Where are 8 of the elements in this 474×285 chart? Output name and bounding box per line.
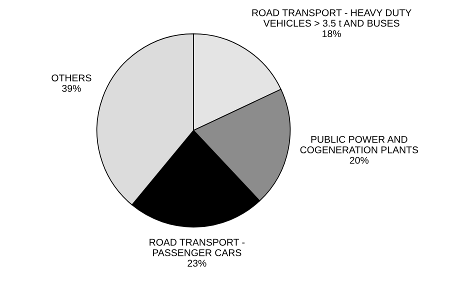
slice-label: ROAD TRANSPORT - PASSENGER CARS	[150, 238, 245, 256]
data-label: 18%	[322, 30, 341, 38]
slice-label: OTHERS	[52, 74, 92, 82]
slice-label: ROAD TRANSPORT - HEAVY DUTY VEHICLES > 3.5 t AND BUSES	[252, 9, 412, 27]
slice-label: PUBLIC POWER AND COGENERATION PLANTS	[300, 136, 418, 154]
data-label: 23%	[188, 260, 206, 267]
data-label: 20%	[350, 156, 369, 164]
data-label: 39%	[62, 84, 81, 92]
